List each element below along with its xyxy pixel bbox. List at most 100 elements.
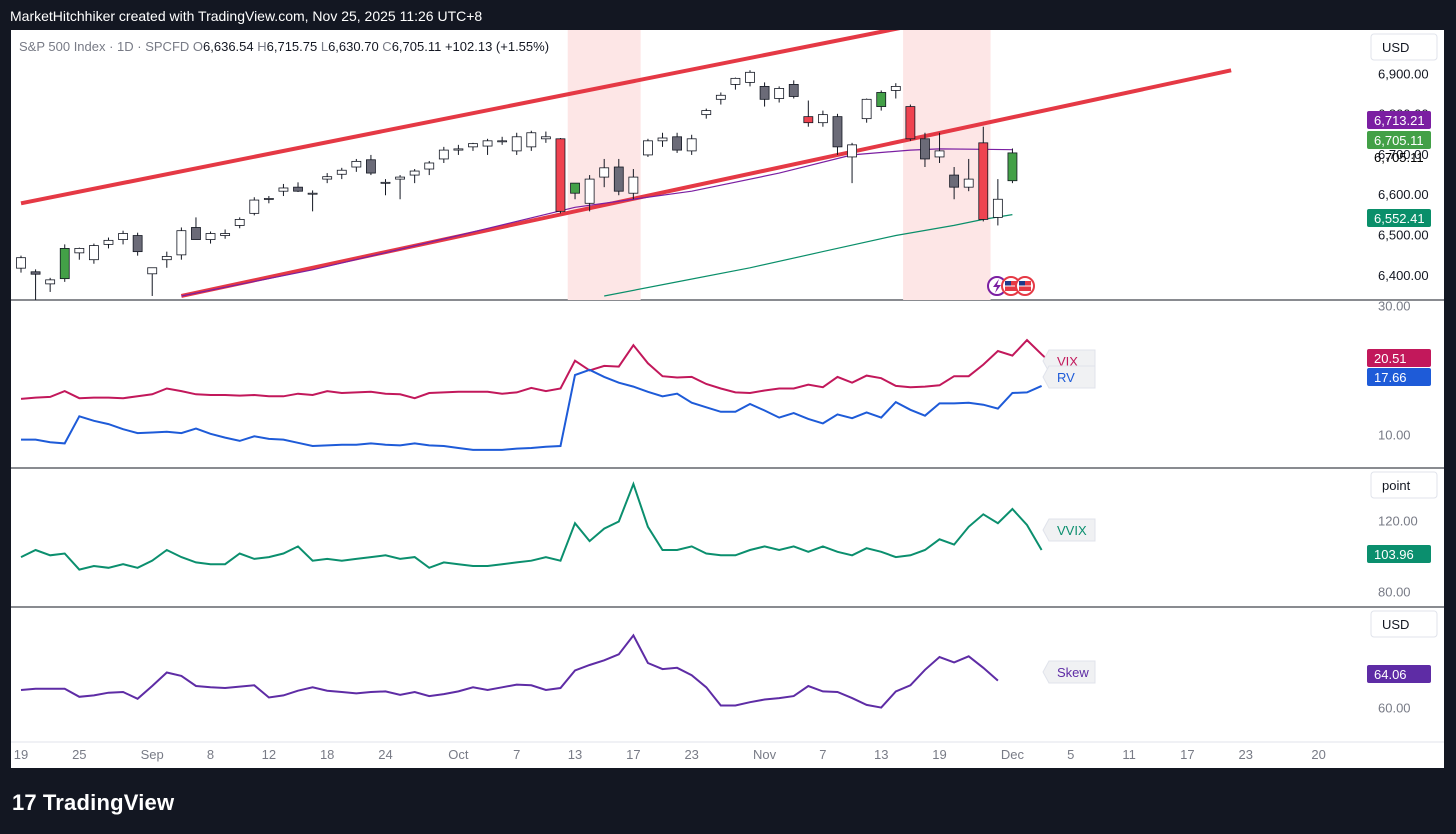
last-value-label: 17.66 xyxy=(1374,370,1407,385)
x-axis-tick: 23 xyxy=(684,747,698,762)
candle-body xyxy=(45,279,56,285)
indicator-unit-label: point xyxy=(1382,478,1411,493)
price-axis-tick: 6,600.00 xyxy=(1378,187,1429,202)
price-axis-tick: 6,900.00 xyxy=(1378,66,1429,81)
price-label: 6,705.11 xyxy=(1374,133,1424,148)
x-axis-tick: 20 xyxy=(1311,747,1325,762)
candle-body xyxy=(672,136,682,151)
candle-body xyxy=(730,77,741,85)
price-label-box xyxy=(1367,111,1431,129)
x-axis-tick: 11 xyxy=(1122,747,1136,762)
price-pane-plot xyxy=(16,30,1232,300)
legend-high-value: 6,715.75 xyxy=(267,39,321,54)
candle-body xyxy=(540,136,551,140)
currency-label: USD xyxy=(1382,40,1409,55)
highlight-zone-1 xyxy=(903,30,991,300)
x-axis-tick: 17 xyxy=(1180,747,1194,762)
candle-body xyxy=(555,138,566,212)
x-axis-tick: 23 xyxy=(1238,747,1252,762)
candle-body xyxy=(366,159,376,174)
indicator-axis-tick: 10.00 xyxy=(1378,428,1411,443)
flag-canton xyxy=(1019,281,1025,286)
candle-body xyxy=(788,84,799,97)
series-name-label: VVIX xyxy=(1057,523,1087,538)
legend-close-label: C xyxy=(382,39,391,54)
candle-body xyxy=(307,192,318,195)
candle-body xyxy=(336,169,347,175)
candle-body xyxy=(118,233,128,240)
x-axis-tick: Dec xyxy=(1001,747,1025,762)
candle-body xyxy=(409,170,420,176)
price-axis-tick: 6,500.00 xyxy=(1378,228,1429,243)
series-line-vix xyxy=(20,338,1057,400)
series-name-label: VIX xyxy=(1057,354,1078,369)
last-value-box xyxy=(1367,368,1431,386)
moving-average-short-line xyxy=(181,148,1013,297)
x-axis-tick: Sep xyxy=(141,747,164,762)
candle-body xyxy=(818,114,828,124)
candle-body xyxy=(30,271,41,275)
candle-body xyxy=(890,86,901,91)
candle-body xyxy=(380,181,391,184)
candle-body xyxy=(570,182,580,194)
candle-body xyxy=(220,233,231,236)
logo-mark-icon: 17 xyxy=(12,790,37,815)
candle-body xyxy=(191,227,201,240)
candle-body xyxy=(511,136,522,152)
indicator-pane-plot-2 xyxy=(20,481,1043,571)
chart-area[interactable]: S&P 500 Index · 1D · SPCFD O6,636.54 H6,… xyxy=(11,30,1444,768)
legend-high-label: H xyxy=(257,39,266,54)
candle-body xyxy=(803,116,814,124)
legend-change-value: +102.13 (+1.55%) xyxy=(445,39,549,54)
candle-body xyxy=(847,144,857,158)
lightning-glyph xyxy=(993,279,1001,293)
series-line-skew xyxy=(20,633,999,709)
candle-body xyxy=(424,162,435,170)
channel-upper-line xyxy=(20,30,901,206)
candle-body xyxy=(74,248,85,254)
x-axis-tick: 8 xyxy=(207,747,214,762)
candle-body xyxy=(628,176,639,194)
candle-body xyxy=(132,235,143,253)
indicator-pane-plot-1 xyxy=(20,338,1057,451)
indicator-unit-box xyxy=(1370,471,1438,499)
candle-body xyxy=(759,86,770,100)
candle-body xyxy=(920,138,930,160)
candle-body xyxy=(876,92,887,107)
last-value-label: 64.06 xyxy=(1374,667,1407,682)
flag-canton xyxy=(1005,281,1011,286)
candle-body xyxy=(161,256,172,261)
candle-body xyxy=(468,143,478,148)
indicator-axis-tick: 120.00 xyxy=(1378,513,1418,528)
x-axis-tick: 5 xyxy=(1067,747,1074,762)
x-axis-tick: 24 xyxy=(378,747,392,762)
channel-middle-line xyxy=(180,68,1232,298)
candle-body xyxy=(584,178,595,204)
candle-body xyxy=(599,167,610,178)
chart-canvas[interactable]: S&P 500 Index · 1D · SPCFD O6,636.54 H6,… xyxy=(11,30,1444,768)
candle-body xyxy=(351,160,362,168)
price-label-box xyxy=(1367,209,1431,227)
candle-body xyxy=(438,149,449,160)
candle-body xyxy=(249,199,260,214)
candle-body xyxy=(176,230,187,256)
series-name-label: Skew xyxy=(1057,665,1089,680)
series-name-tag xyxy=(1042,518,1096,542)
logo-text: TradingView xyxy=(42,790,175,815)
legend-symbol: S&P 500 Index · 1D · SPCFD xyxy=(19,39,193,54)
legend-low-value: 6,630.70 xyxy=(328,39,382,54)
candle-body xyxy=(657,137,668,142)
candle-body xyxy=(774,88,785,99)
candle-body xyxy=(205,233,216,240)
ohlc-legend: S&P 500 Index · 1D · SPCFD O6,636.54 H6,… xyxy=(19,39,549,54)
tradingview-logo[interactable]: 17 TradingView xyxy=(12,790,174,816)
candle-body xyxy=(905,106,916,140)
x-axis-tick: 17 xyxy=(626,747,640,762)
last-value-box xyxy=(1367,665,1431,683)
series-line-vvix xyxy=(20,481,1043,571)
candle-body xyxy=(949,174,960,188)
legend-close-value: 6,705.11 xyxy=(392,39,445,54)
x-axis-tick: 13 xyxy=(874,747,888,762)
indicator-unit-label: USD xyxy=(1382,617,1409,632)
price-label-box xyxy=(1367,131,1431,149)
